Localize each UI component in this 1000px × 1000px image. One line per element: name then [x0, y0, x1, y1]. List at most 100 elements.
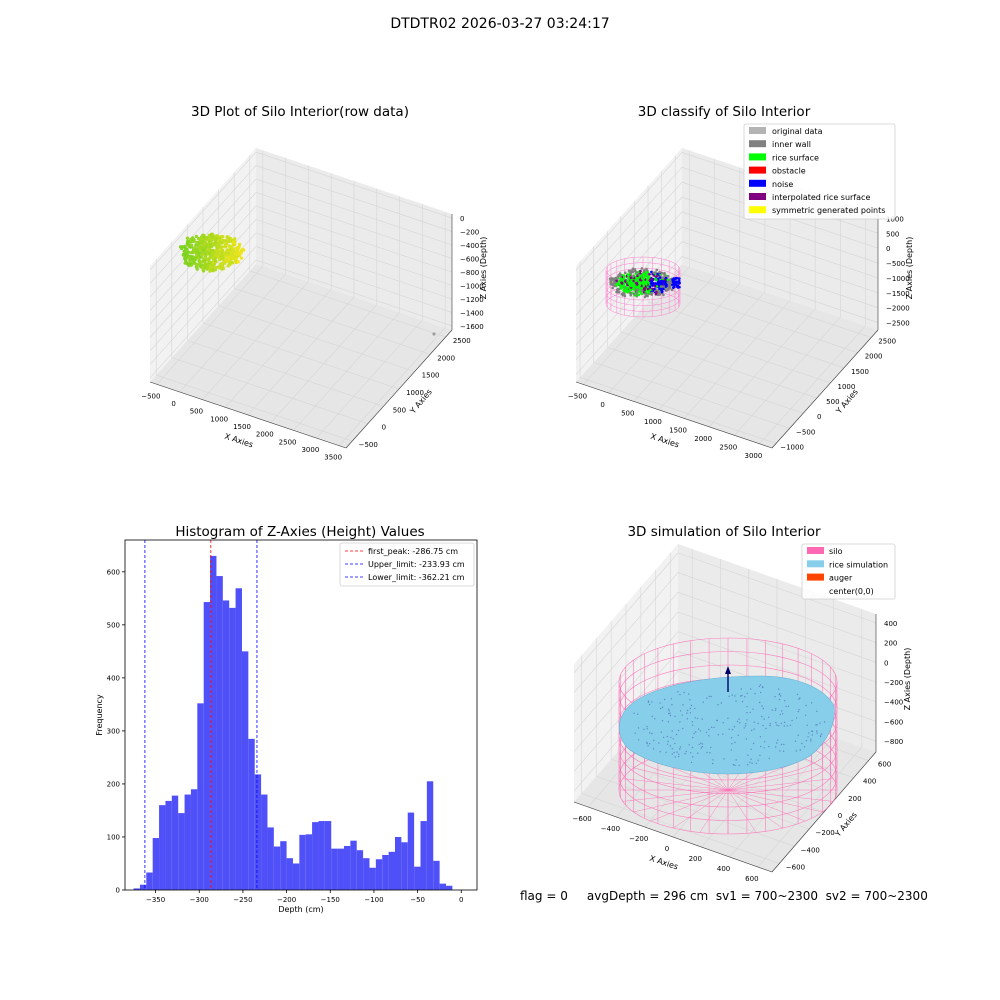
noise-point [678, 277, 681, 280]
grid-y [620, 331, 817, 399]
grid-y [675, 271, 872, 338]
point [631, 275, 635, 278]
rice-mesh-dot [722, 733, 724, 735]
rice-mesh-dot [717, 704, 719, 706]
grid-z [681, 241, 879, 308]
rice-mesh-dot [819, 735, 822, 737]
point [189, 243, 193, 247]
histogram-bar [445, 885, 453, 890]
rice-mesh-dot [774, 709, 777, 711]
point [222, 251, 226, 255]
histogram-bar [216, 576, 223, 890]
grid-z [255, 246, 453, 313]
point [635, 290, 638, 294]
rice-mesh-dot [706, 697, 708, 699]
histogram-bar [222, 600, 230, 890]
point [658, 270, 661, 274]
point [617, 280, 621, 284]
silo-spoke [727, 789, 757, 833]
point [637, 293, 641, 297]
pane-left [576, 148, 682, 382]
point [219, 254, 224, 258]
point [233, 254, 237, 258]
x-tick-label: 500 [190, 408, 203, 416]
legend-label: silo [829, 547, 843, 556]
figure-title: DTDTR02 2026-03-27 03:24:17 [390, 16, 610, 32]
point [236, 260, 240, 264]
rice-mesh-dot [689, 707, 692, 710]
y-tick-label: 400 [107, 674, 120, 682]
z-tick-label: −800 [884, 738, 903, 746]
point [232, 238, 236, 242]
x-tick-label: −250 [233, 896, 252, 904]
legend: original data inner wall rice surface obsta… [743, 123, 896, 220]
y-tick-label: 0 [116, 887, 120, 895]
rice-mesh-dot [741, 694, 743, 697]
rice-mesh-dot [690, 752, 692, 754]
rice-mesh-dot [720, 702, 722, 704]
rice-mesh-dot [805, 704, 807, 707]
grid-z [575, 241, 683, 360]
rice-mesh-dot [780, 722, 783, 724]
grid-z [681, 226, 879, 294]
z-tick-label: −2500 [886, 320, 910, 328]
rice-mesh-dot [677, 755, 680, 758]
point [659, 280, 662, 283]
rice-mesh-dot [761, 715, 763, 718]
rice-mesh-dot [659, 751, 661, 753]
rice-mesh-dot [691, 721, 693, 723]
point [200, 241, 204, 245]
point [209, 249, 213, 253]
point [619, 285, 622, 289]
point [657, 284, 661, 287]
grid-z [573, 631, 679, 752]
rice-mesh-dot [671, 748, 673, 750]
rice-mesh-dot [783, 743, 785, 746]
y-tick-label: 400 [863, 778, 876, 786]
rice-mesh-dot [709, 752, 711, 754]
rice-mesh-dot [751, 762, 753, 764]
rice-mesh-dot [723, 758, 725, 760]
x-axis-line [149, 381, 347, 449]
rice-mesh-dot [775, 721, 777, 724]
z-tick-label: 1000 [886, 215, 904, 223]
point [613, 281, 617, 284]
rice-mesh-dot [759, 684, 762, 686]
z-tick-label: −1500 [886, 290, 910, 298]
rice-mesh-dot [735, 700, 737, 702]
rice-mesh-dot [797, 710, 799, 713]
silo-spoke [633, 767, 729, 791]
histogram-bar [261, 794, 268, 890]
rice-mesh-dot [733, 726, 736, 728]
rice-mesh-dot [728, 695, 730, 697]
rice-mesh-dot [649, 743, 651, 745]
rice-mesh-dot [699, 730, 702, 732]
rice-mesh-dot [651, 732, 653, 735]
z-tick-label: −1000 [886, 275, 910, 283]
legend-label: obstacle [772, 167, 806, 176]
point [197, 245, 201, 249]
rice-mesh-dot [648, 703, 651, 706]
grid-z [255, 165, 453, 232]
z-tick-label: −200 [460, 229, 479, 237]
grid-z [677, 592, 877, 663]
rice-mesh-dot [739, 722, 741, 724]
rice-mesh-dot [675, 733, 678, 736]
point [628, 291, 632, 295]
x-tick-label: −500 [568, 393, 587, 401]
rice-mesh-dot [777, 739, 779, 741]
rice-mesh-dot [677, 691, 679, 693]
grid-z [573, 592, 679, 713]
rice-mesh-dot [751, 729, 753, 732]
x-tick-label: −200 [629, 835, 648, 843]
point [649, 282, 653, 285]
y-tick-label: 2000 [865, 353, 883, 361]
histogram-bar [350, 840, 357, 890]
rice-mesh-dot [778, 698, 781, 701]
grid-z [681, 256, 879, 323]
point [624, 289, 627, 293]
rice-mesh-dot [686, 712, 688, 714]
x-tick-label: 3000 [745, 452, 763, 460]
rice-mesh-dot [667, 721, 670, 723]
rice-mesh-dot [755, 762, 757, 764]
